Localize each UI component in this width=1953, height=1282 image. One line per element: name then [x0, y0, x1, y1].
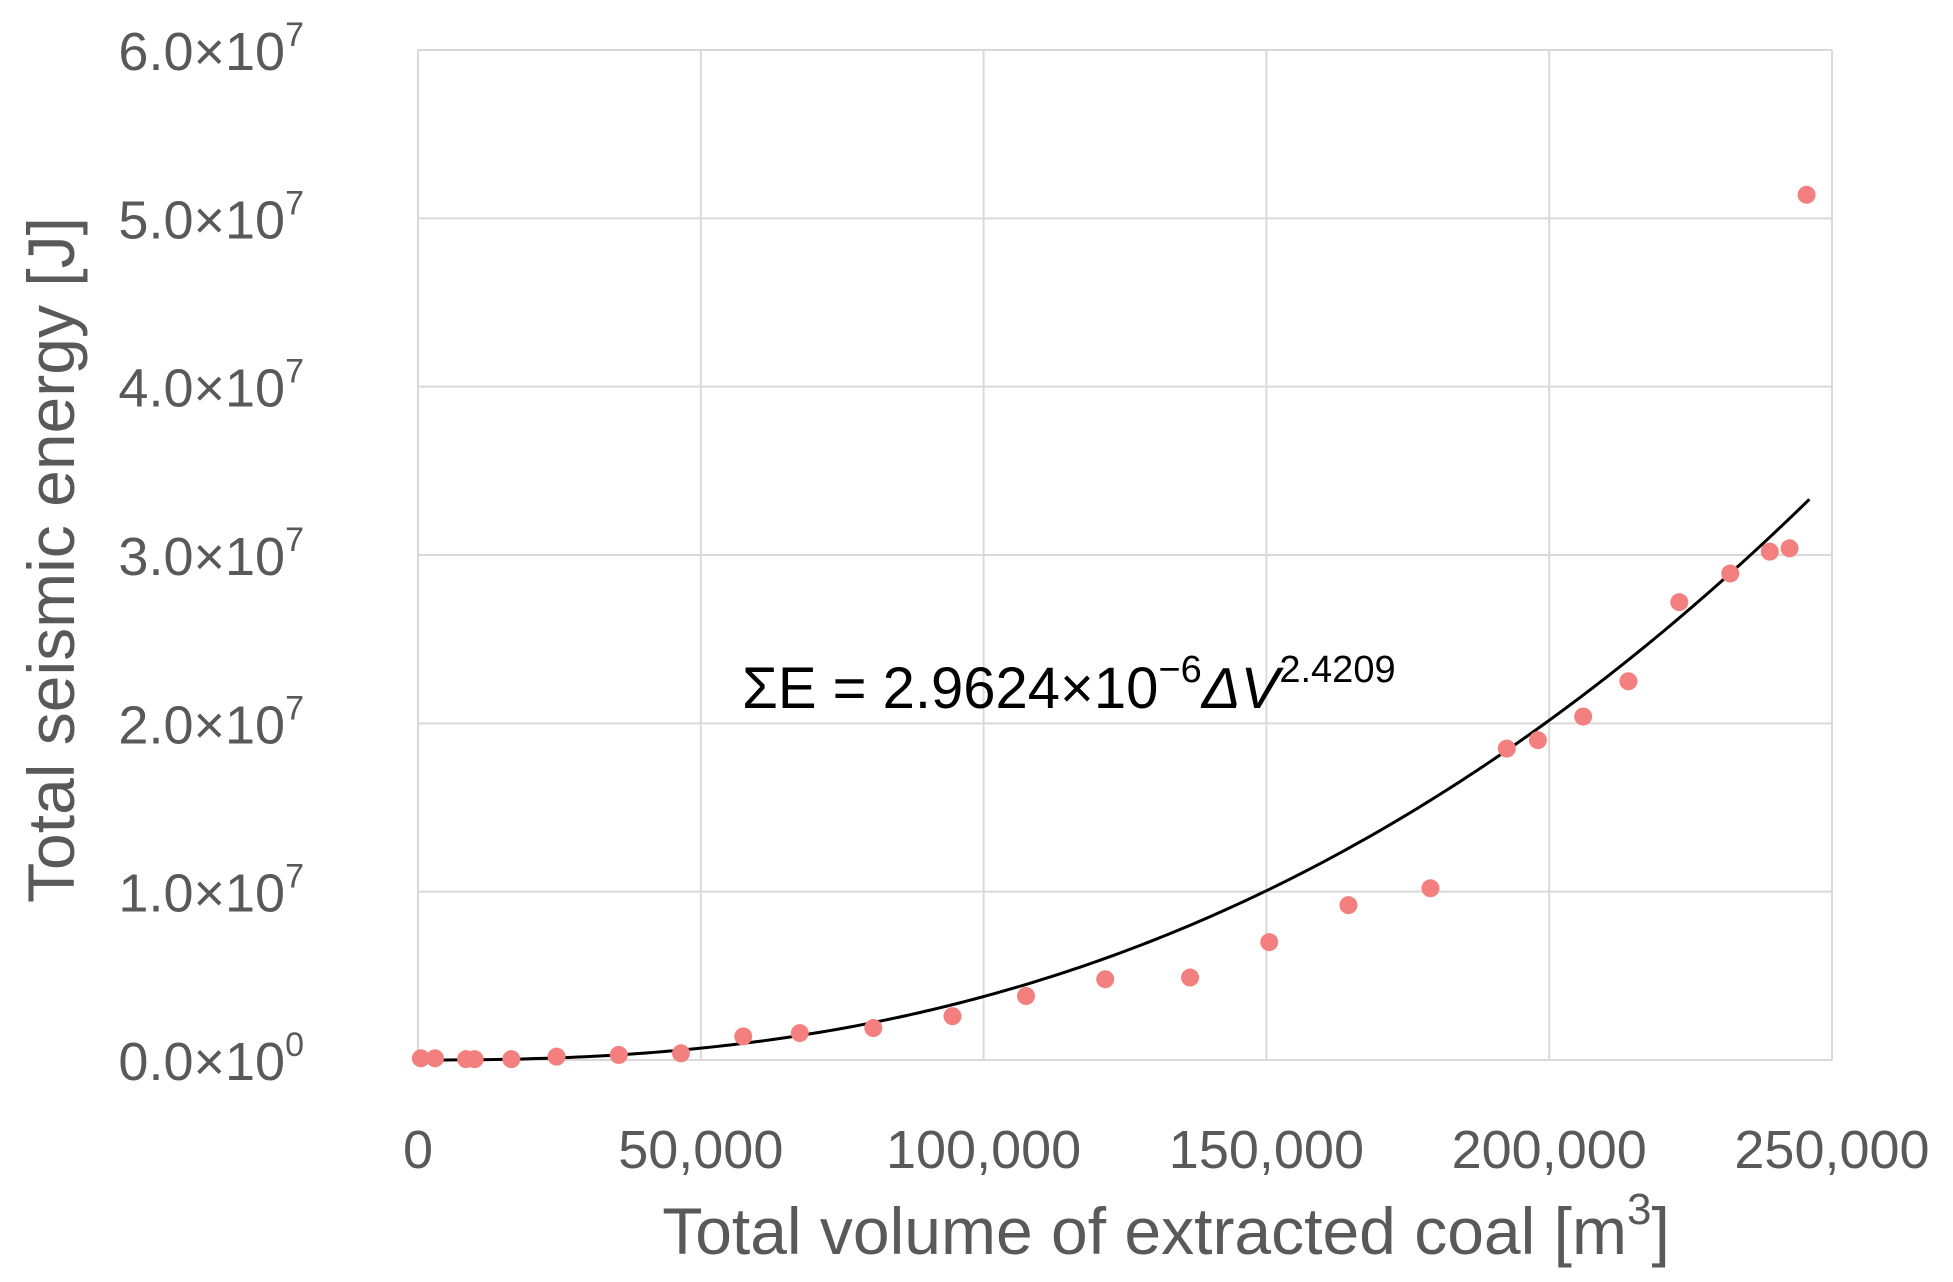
data-point-0-7 — [672, 1044, 691, 1063]
axis-tick-labels: 0 50,000 100,000 150,000 200,000 250,000 0.0×1… — [118, 16, 1929, 1180]
data-point-0-18 — [1497, 739, 1516, 758]
data-point-0-20 — [1574, 707, 1593, 726]
y-tick-label-3: 3.0×107 — [118, 521, 304, 587]
data-point-0-13 — [1096, 970, 1115, 989]
data-point-0-12 — [1017, 987, 1036, 1006]
trendline-curve — [418, 498, 1811, 1062]
data-point-0-24 — [1760, 542, 1779, 561]
data-point-0-25 — [1780, 539, 1799, 558]
x-tick-label-1: 50,000 — [618, 1120, 783, 1180]
y-axis-title: Total seismic energy [J] — [14, 217, 88, 903]
data-point-0-19 — [1528, 731, 1547, 750]
y-tick-label-5: 5.0×107 — [118, 184, 304, 250]
data-point-0-3 — [465, 1050, 484, 1069]
data-point-0-17 — [1421, 879, 1440, 898]
data-point-0-14 — [1181, 968, 1200, 987]
data-point-0-4 — [502, 1050, 521, 1069]
data-point-0-0 — [411, 1049, 430, 1068]
data-point-0-10 — [864, 1019, 883, 1038]
data-point-0-6 — [609, 1045, 628, 1064]
data-points — [411, 185, 1816, 1069]
x-axis-title: Total volume of extracted coal [m3] — [662, 1185, 1670, 1268]
y-tick-label-0: 0.0×100 — [118, 1026, 304, 1092]
data-point-0-22 — [1670, 593, 1689, 612]
trendline-equation: ΣE = 2.9624×10−6ΔV2.4209 — [742, 649, 1396, 721]
data-point-0-11 — [943, 1007, 962, 1026]
gridlines — [417, 49, 1833, 1061]
y-tick-label-6: 6.0×107 — [118, 16, 304, 82]
x-tick-label-0: 0 — [403, 1120, 433, 1180]
data-point-0-21 — [1619, 672, 1638, 691]
data-point-0-16 — [1339, 896, 1358, 915]
data-point-0-15 — [1260, 933, 1279, 952]
x-tick-label-4: 200,000 — [1452, 1120, 1647, 1180]
data-point-0-23 — [1721, 564, 1740, 583]
x-tick-label-3: 150,000 — [1169, 1120, 1364, 1180]
x-tick-label-2: 100,000 — [886, 1120, 1081, 1180]
data-point-0-5 — [547, 1047, 566, 1066]
data-point-0-9 — [790, 1024, 809, 1043]
x-tick-label-5: 250,000 — [1734, 1120, 1929, 1180]
data-point-0-26 — [1797, 185, 1816, 204]
y-tick-label-1: 1.0×107 — [118, 858, 304, 924]
y-tick-label-4: 4.0×107 — [118, 353, 304, 419]
data-point-0-1 — [425, 1049, 444, 1068]
data-point-0-8 — [734, 1027, 753, 1046]
y-tick-label-2: 2.0×107 — [118, 689, 304, 755]
